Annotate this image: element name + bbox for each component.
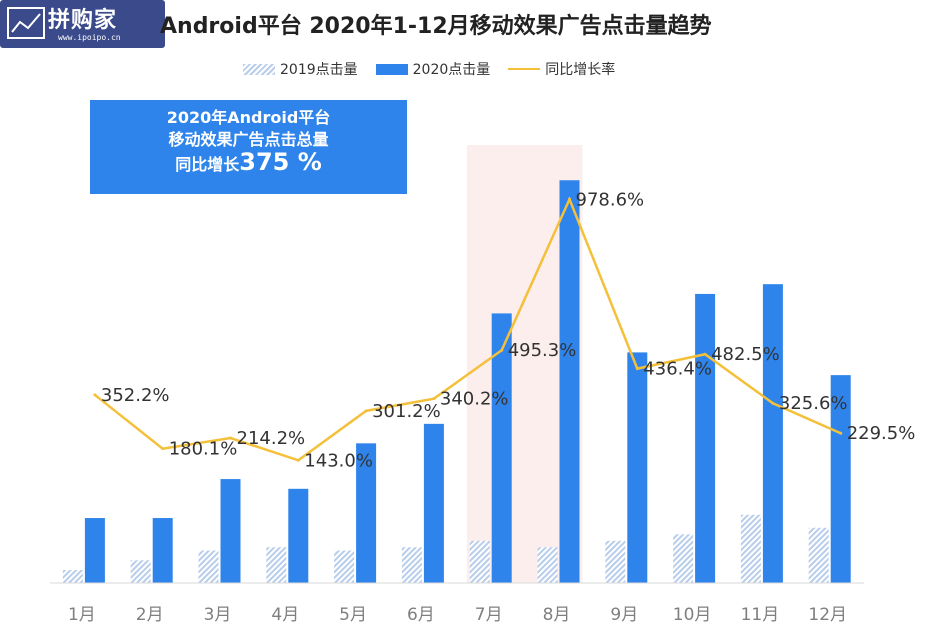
growth-point bbox=[568, 197, 571, 201]
bar-2020 bbox=[762, 284, 783, 583]
chart-legend: 2019点击量 2020点击量 同比增长率 bbox=[243, 58, 633, 80]
x-tick-label: 5月 bbox=[339, 605, 367, 625]
growth-data-label: 143.0% bbox=[304, 450, 373, 471]
chart-title: Android平台 2020年1-12月移动效果广告点击量趋势 bbox=[160, 14, 712, 39]
legend-swatch-growth bbox=[508, 68, 541, 70]
x-tick-label: 9月 bbox=[610, 605, 638, 625]
growth-data-label: 180.1% bbox=[169, 439, 238, 460]
bar-2020 bbox=[491, 313, 512, 583]
growth-data-label: 340.2% bbox=[440, 389, 509, 410]
legend-label-2019: 2019点击量 bbox=[280, 62, 358, 78]
legend-label-2020: 2020点击量 bbox=[412, 62, 491, 78]
growth-point bbox=[635, 367, 639, 371]
growth-data-label: 229.5% bbox=[847, 423, 916, 444]
callout-line3: 同比增长375 % bbox=[90, 148, 407, 176]
bar-2020 bbox=[695, 293, 716, 583]
brand-logo: 拼购家 www.ipoipo.cn bbox=[0, 0, 165, 48]
growth-data-label: 325.6% bbox=[779, 393, 848, 414]
x-tick-label: 3月 bbox=[204, 605, 232, 625]
logo-url: www.ipoipo.cn bbox=[58, 33, 121, 42]
x-tick-label: 12月 bbox=[808, 605, 847, 625]
growth-point bbox=[93, 393, 97, 397]
logo-text: 拼购家 bbox=[48, 8, 118, 33]
bar-2019 bbox=[266, 547, 287, 583]
callout-growth-value: 375 % bbox=[239, 148, 322, 176]
growth-data-label: 495.3% bbox=[508, 340, 577, 361]
bar-2019 bbox=[740, 514, 761, 583]
x-tick-label: 6月 bbox=[407, 605, 435, 625]
legend-item-2019: 2019点击量 bbox=[243, 59, 358, 79]
growth-point bbox=[839, 431, 843, 435]
bar-2019 bbox=[62, 570, 83, 583]
callout-line2: 移动效果广告点击总量 bbox=[168, 130, 329, 149]
growth-point bbox=[229, 436, 232, 440]
bar-2019 bbox=[808, 527, 829, 583]
growth-point bbox=[161, 447, 165, 451]
legend-swatch-2019 bbox=[243, 63, 275, 75]
bar-2019 bbox=[130, 560, 151, 583]
growth-data-label: 214.2% bbox=[237, 428, 306, 449]
growth-point bbox=[500, 348, 504, 352]
bar-2019 bbox=[334, 550, 355, 583]
growth-data-label: 436.4% bbox=[643, 359, 712, 380]
bar-2019 bbox=[605, 540, 626, 583]
bar-2020 bbox=[220, 479, 241, 583]
growth-data-label: 352.2% bbox=[101, 385, 170, 406]
bar-2020 bbox=[423, 423, 444, 583]
callout-line1: 2020年Android平台 bbox=[166, 108, 331, 127]
growth-point bbox=[703, 352, 707, 356]
growth-data-label: 301.2% bbox=[372, 401, 441, 422]
bar-2019 bbox=[537, 547, 558, 583]
growth-point bbox=[771, 401, 775, 405]
bar-2020 bbox=[627, 352, 648, 583]
x-tick-label: 4月 bbox=[271, 605, 299, 625]
bar-2020 bbox=[288, 488, 309, 583]
growth-data-label: 978.6% bbox=[576, 189, 645, 210]
x-tick-label: 7月 bbox=[475, 605, 503, 625]
growth-point bbox=[296, 458, 300, 462]
growth-point bbox=[432, 397, 436, 401]
callout-growth-label: 同比增长 bbox=[175, 155, 240, 174]
x-tick-label: 2月 bbox=[136, 605, 164, 625]
x-tick-label: 10月 bbox=[673, 605, 712, 625]
growth-line bbox=[94, 196, 842, 462]
chart-logo-icon bbox=[7, 7, 45, 39]
bar-2019 bbox=[198, 550, 219, 583]
bar-2020 bbox=[559, 180, 580, 584]
bar-2019 bbox=[673, 534, 694, 583]
growth-data-label: 482.5% bbox=[711, 344, 780, 365]
x-tick-label: 1月 bbox=[68, 605, 96, 625]
bar-2020 bbox=[84, 518, 105, 583]
bar-2019 bbox=[401, 547, 422, 583]
legend-label-growth: 同比增长率 bbox=[545, 62, 616, 78]
x-tick-label: 8月 bbox=[543, 605, 571, 625]
legend-swatch-2020 bbox=[375, 63, 408, 75]
x-tick-label: 11月 bbox=[741, 605, 780, 625]
bar-2020 bbox=[152, 518, 173, 583]
bar-2020 bbox=[356, 443, 377, 583]
growth-point bbox=[364, 409, 368, 413]
legend-item-growth: 同比增长率 bbox=[508, 59, 615, 79]
legend-item-2020: 2020点击量 bbox=[375, 59, 491, 79]
bar-2019 bbox=[469, 540, 490, 583]
bar-2020 bbox=[830, 375, 851, 583]
summary-callout: 2020年Android平台 移动效果广告点击总量 同比增长375 % bbox=[90, 100, 407, 194]
